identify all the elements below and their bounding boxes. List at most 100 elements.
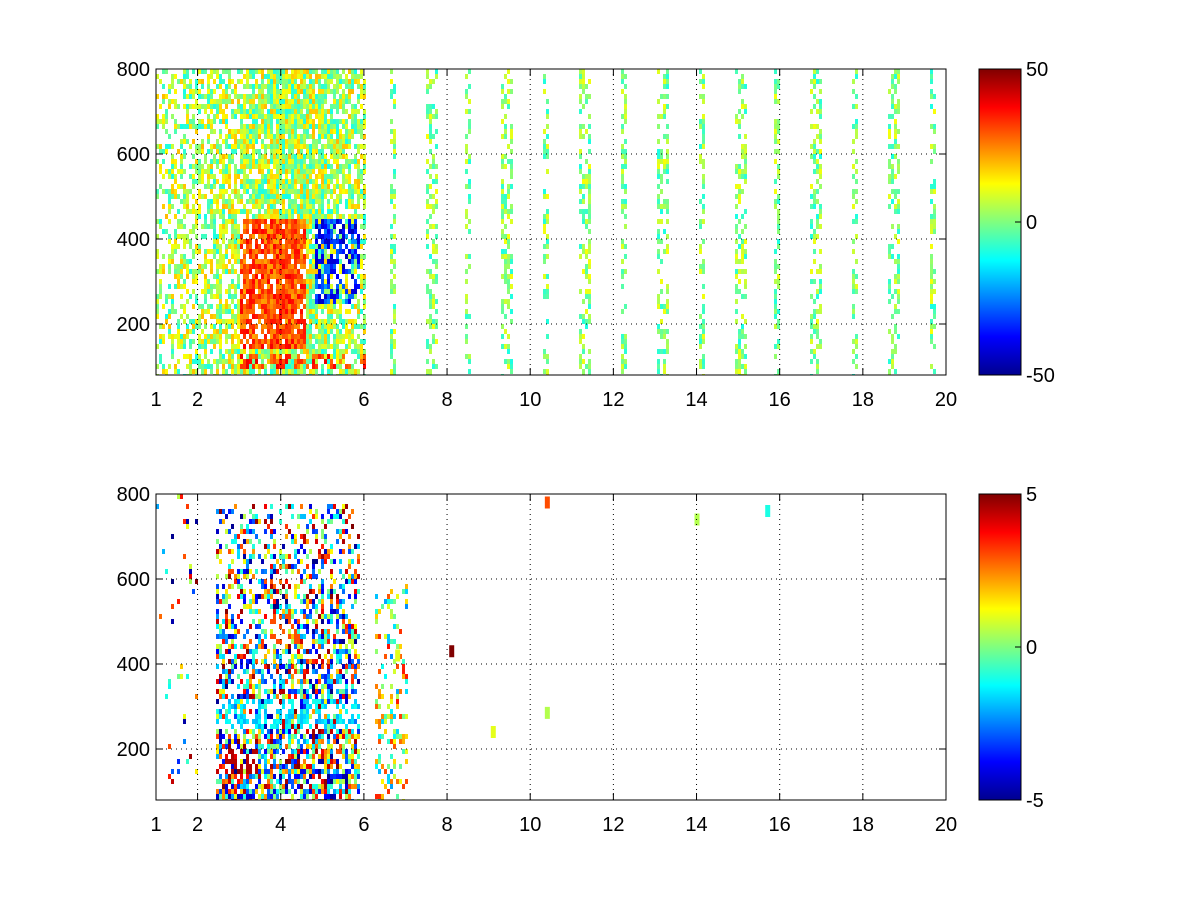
top-heatmap-cell xyxy=(345,369,348,374)
top-heatmap-cell xyxy=(339,369,342,374)
top-heatmap-cell xyxy=(309,334,312,339)
top-heatmap-cell xyxy=(348,169,351,174)
top-heatmap-cell xyxy=(360,84,363,89)
bottom-heatmap-cell xyxy=(255,609,258,614)
top-heatmap-cell xyxy=(207,184,210,189)
top-heatmap-cell xyxy=(195,234,198,239)
top-heatmap-cell xyxy=(933,179,936,184)
top-heatmap-cell xyxy=(294,139,297,144)
top-heatmap-cell xyxy=(342,349,345,354)
top-heatmap-cell xyxy=(240,309,243,314)
top-heatmap-cell xyxy=(231,369,234,374)
top-heatmap-cell xyxy=(324,184,327,189)
top-heatmap-cell xyxy=(852,164,855,169)
top-heatmap-cell xyxy=(174,124,177,129)
top-heatmap-cell xyxy=(501,299,504,304)
top-heatmap-cell xyxy=(891,189,894,194)
top-heatmap-cell xyxy=(315,349,318,354)
bottom-heatmap-cell xyxy=(216,589,219,594)
top-heatmap-cell xyxy=(363,194,366,199)
top-heatmap-cell xyxy=(195,269,198,274)
bottom-heatmap-cell xyxy=(225,754,228,759)
bottom-heatmap-cell xyxy=(231,749,234,754)
top-heatmap-cell xyxy=(339,329,342,334)
top-heatmap-cell xyxy=(321,284,324,289)
top-heatmap-cell xyxy=(315,369,318,374)
top-heatmap-cell xyxy=(288,104,291,109)
top-heatmap-cell xyxy=(891,169,894,174)
bottom-heatmap-cell xyxy=(255,669,258,674)
top-heatmap-cell xyxy=(303,179,306,184)
top-heatmap-cell xyxy=(207,259,210,264)
top-heatmap-cell xyxy=(333,269,336,274)
top-heatmap-cell xyxy=(933,314,936,319)
top-heatmap-cell xyxy=(192,269,195,274)
top-heatmap-cell xyxy=(279,124,282,129)
top-heatmap-cell xyxy=(210,204,213,209)
top-heatmap-cell xyxy=(312,299,315,304)
top-heatmap-cell xyxy=(621,359,624,364)
top-heatmap-cell xyxy=(270,209,273,214)
top-heatmap-cell xyxy=(510,134,513,139)
top-heatmap-cell xyxy=(243,309,246,314)
top-heatmap-cell xyxy=(741,314,744,319)
top-heatmap-cell xyxy=(288,139,291,144)
bottom-heatmap-cell xyxy=(252,674,255,679)
top-heatmap-cell xyxy=(255,204,258,209)
top-heatmap-cell xyxy=(744,154,747,159)
top-heatmap-cell xyxy=(810,124,813,129)
bottom-heatmap-cell xyxy=(222,519,225,524)
top-heatmap-cell xyxy=(165,144,168,149)
top-heatmap-cell xyxy=(393,129,396,134)
bottom-heatmap-cell xyxy=(186,759,189,764)
top-heatmap-cell xyxy=(324,99,327,104)
top-heatmap-cell xyxy=(288,124,291,129)
top-heatmap-cell xyxy=(183,149,186,154)
top-heatmap-cell xyxy=(156,314,159,319)
top-heatmap-cell xyxy=(339,349,342,354)
top-heatmap-cell xyxy=(621,154,624,159)
top-heatmap-cell xyxy=(582,314,585,319)
top-heatmap-cell xyxy=(189,329,192,334)
top-heatmap-cell xyxy=(741,114,744,119)
top-heatmap-cell xyxy=(315,314,318,319)
top-heatmap-cell xyxy=(336,349,339,354)
top-heatmap-cell xyxy=(363,89,366,94)
top-heatmap-cell xyxy=(546,209,549,214)
top-heatmap-cell xyxy=(318,164,321,169)
bottom-heatmap-cell xyxy=(243,789,246,794)
top-heatmap-cell xyxy=(255,229,258,234)
bottom-heatmap-cell xyxy=(216,794,219,799)
top-heatmap-cell xyxy=(222,69,225,74)
top-heatmap-cell xyxy=(282,154,285,159)
top-heatmap-cell xyxy=(546,274,549,279)
bottom-heatmap-cell xyxy=(249,659,252,664)
bottom-heatmap-cell xyxy=(240,744,243,749)
top-heatmap-cell xyxy=(777,129,780,134)
bottom-heatmap-cell xyxy=(267,794,270,799)
top-heatmap-cell xyxy=(279,149,282,154)
top-heatmap-cell xyxy=(435,274,438,279)
top-heatmap-cell xyxy=(198,334,201,339)
top-heatmap-cell xyxy=(192,154,195,159)
top-heatmap-cell xyxy=(327,179,330,184)
top-heatmap-cell xyxy=(249,94,252,99)
top-heatmap-cell xyxy=(294,334,297,339)
bottom-heatmap-cell xyxy=(228,744,231,749)
top-heatmap-cell xyxy=(465,334,468,339)
top-heatmap-cell xyxy=(207,174,210,179)
top-heatmap-cell xyxy=(246,269,249,274)
top-heatmap-cell xyxy=(252,299,255,304)
top-heatmap-cell xyxy=(333,139,336,144)
top-heatmap-cell xyxy=(465,224,468,229)
top-heatmap-cell xyxy=(657,159,660,164)
top-heatmap-cell xyxy=(777,284,780,289)
top-heatmap-cell xyxy=(327,359,330,364)
top-heatmap-cell xyxy=(354,254,357,259)
top-heatmap-cell xyxy=(774,204,777,209)
top-heatmap-cell xyxy=(171,99,174,104)
bottom-heatmap-cell xyxy=(225,744,228,749)
bottom-heatmap-cell xyxy=(243,689,246,694)
top-heatmap-cell xyxy=(261,159,264,164)
top-heatmap-cell xyxy=(891,99,894,104)
